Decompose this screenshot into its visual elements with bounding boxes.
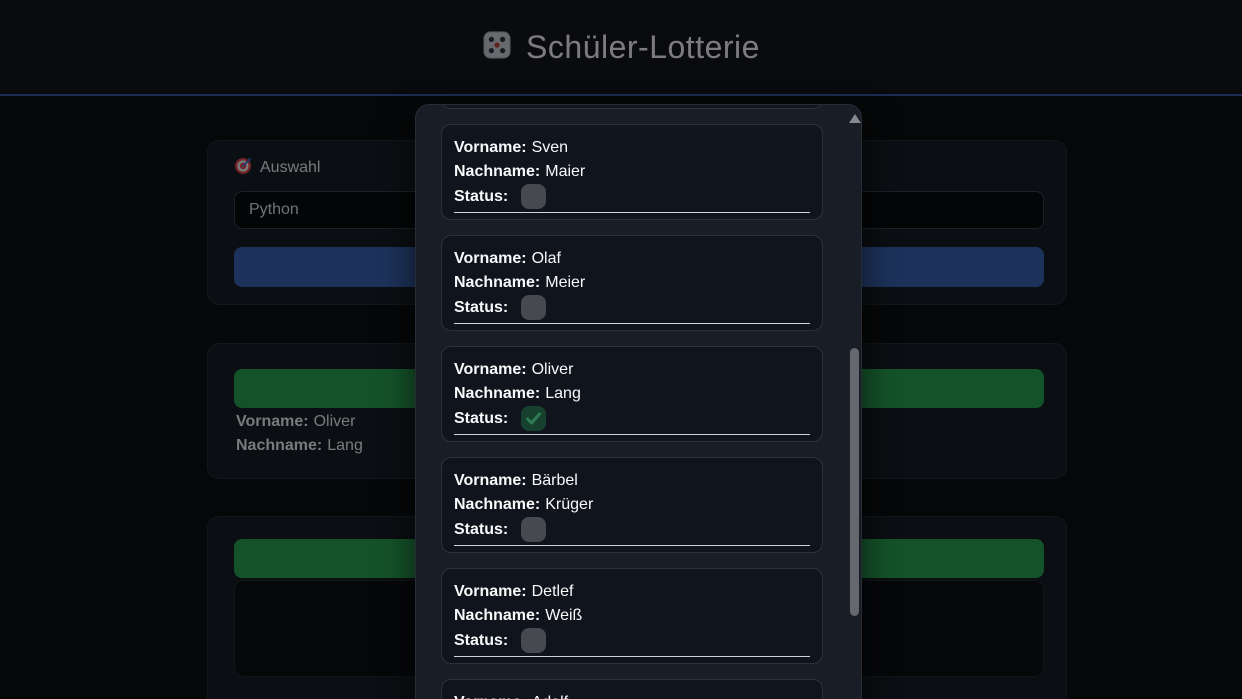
nachname-line: Nachname: Meier	[454, 271, 810, 295]
status-label: Status:	[454, 298, 509, 316]
student-card: Vorname: Bärbel Nachname: Krüger Status:	[441, 457, 823, 553]
vorname-line: Vorname: Oliver	[454, 358, 810, 382]
student-card-partial	[441, 105, 823, 109]
nachname-label: Nachname:	[454, 607, 541, 624]
nachname-line: Nachname: Krüger	[454, 493, 810, 517]
status-line: Status:	[454, 184, 810, 209]
nachname-value: Maier	[545, 163, 586, 180]
vorname-label: Vorname:	[454, 694, 527, 699]
status-toggle[interactable]	[521, 406, 547, 431]
status-toggle[interactable]	[521, 295, 547, 320]
status-toggle[interactable]	[521, 517, 547, 542]
student-card: Vorname: Sven Nachname: Maier Status:	[441, 124, 823, 220]
student-card: Vorname: Olaf Nachname: Meier Status:	[441, 235, 823, 331]
card-divider	[454, 656, 810, 657]
nachname-line: Nachname: Maier	[454, 160, 810, 184]
status-line: Status:	[454, 406, 810, 431]
nachname-label: Nachname:	[454, 163, 541, 180]
vorname-label: Vorname:	[454, 472, 527, 489]
scroll-up-icon[interactable]	[849, 114, 861, 123]
nachname-value: Meier	[545, 274, 586, 291]
nachname-value: Lang	[545, 385, 581, 402]
status-label: Status:	[454, 409, 509, 427]
vorname-value: Detlef	[531, 583, 574, 600]
vorname-label: Vorname:	[454, 361, 527, 378]
nachname-value: Weiß	[545, 607, 583, 624]
card-divider	[454, 212, 810, 213]
nachname-line: Nachname: Weiß	[454, 604, 810, 628]
student-card: Vorname: Oliver Nachname: Lang Status:	[441, 346, 823, 442]
student-modal: Vorname: Sven Nachname: Maier Status: Vorn…	[415, 104, 862, 699]
status-toggle[interactable]	[521, 628, 547, 653]
vorname-label: Vorname:	[454, 250, 527, 267]
vorname-label: Vorname:	[454, 139, 527, 156]
vorname-value: Oliver	[531, 361, 574, 378]
status-line: Status:	[454, 295, 810, 320]
status-label: Status:	[454, 631, 509, 649]
card-divider	[454, 323, 810, 324]
status-line: Status:	[454, 517, 810, 542]
student-card: Vorname: Detlef Nachname: Weiß Status:	[441, 568, 823, 664]
status-label: Status:	[454, 520, 509, 538]
vorname-line: Vorname: Sven	[454, 136, 810, 160]
nachname-value: Krüger	[545, 496, 594, 513]
card-divider	[454, 545, 810, 546]
nachname-line: Nachname: Lang	[454, 382, 810, 406]
vorname-value: Olaf	[531, 250, 561, 267]
vorname-line: Vorname: Bärbel	[454, 469, 810, 493]
vorname-value: Bärbel	[531, 472, 578, 489]
status-toggle[interactable]	[521, 184, 547, 209]
check-icon	[526, 412, 542, 425]
status-line: Status:	[454, 628, 810, 653]
vorname-value: Sven	[531, 139, 569, 156]
nachname-label: Nachname:	[454, 385, 541, 402]
vorname-value: Adolf	[532, 694, 568, 699]
nachname-label: Nachname:	[454, 274, 541, 291]
card-divider	[454, 434, 810, 435]
vorname-line: Vorname: Adolf	[454, 691, 810, 699]
vorname-line: Vorname: Detlef	[454, 580, 810, 604]
vorname-line: Vorname: Olaf	[454, 247, 810, 271]
nachname-label: Nachname:	[454, 496, 541, 513]
student-card: Vorname:Adolf Nachname: Status:	[441, 679, 823, 699]
vorname-label: Vorname:	[454, 583, 527, 600]
student-list: Vorname: Sven Nachname: Maier Status: Vorn…	[441, 105, 823, 699]
status-label: Status:	[454, 187, 509, 205]
scrollbar-thumb[interactable]	[850, 348, 859, 616]
